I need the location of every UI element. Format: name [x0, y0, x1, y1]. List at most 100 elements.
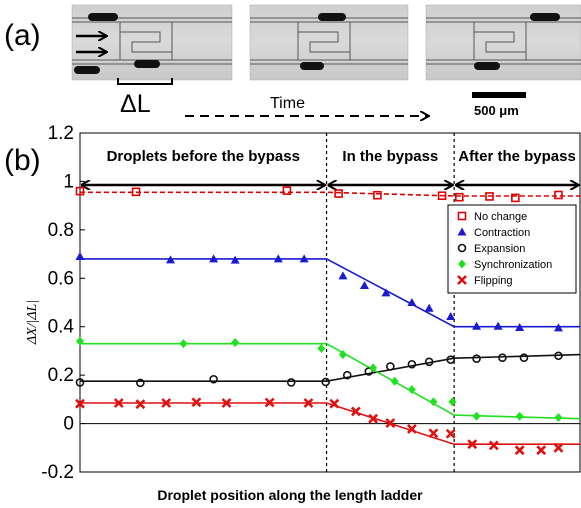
- data-point: [350, 406, 361, 417]
- micrograph-1: [71, 4, 233, 81]
- data-point: [76, 336, 84, 346]
- data-point: [264, 397, 275, 408]
- y-tick-label: 1.2: [48, 123, 74, 144]
- data-point: [386, 362, 395, 371]
- chart-axes: 1.2 1 0.8 0.6 0.4 0.2 0 -0.2: [41, 123, 581, 483]
- data-point: [493, 321, 503, 330]
- time-label: Time: [270, 95, 305, 112]
- data-point: [381, 288, 391, 297]
- data-point: [424, 303, 434, 312]
- data-point: [407, 359, 417, 369]
- y-axis-label: ΔX/|ΔL|: [25, 300, 40, 345]
- region-label: Droplets before the bypass: [107, 148, 300, 165]
- y-tick-label: 0.6: [48, 268, 74, 289]
- data-point: [390, 376, 399, 386]
- series-line: [80, 258, 580, 328]
- data-point: [385, 418, 396, 429]
- panel-b-label: (b): [4, 144, 41, 177]
- legend-entry: Expansion: [474, 243, 525, 255]
- data-point: [161, 398, 172, 408]
- legend-marker: [458, 259, 466, 269]
- data-point: [448, 397, 457, 407]
- data-point: [191, 397, 202, 408]
- data-point: [445, 428, 456, 439]
- legend-marker: [457, 211, 467, 221]
- legend-entry: No change: [474, 211, 527, 223]
- data-point: [342, 370, 352, 380]
- micrograph-3: [425, 4, 581, 81]
- data-point: [286, 378, 296, 387]
- data-point: [536, 445, 547, 456]
- y-tick-label: 0.2: [48, 365, 74, 386]
- data-point: [406, 423, 417, 434]
- data-point: [317, 344, 326, 354]
- micrograph-2: [249, 4, 409, 81]
- legend-entry: Synchronization: [474, 259, 552, 271]
- region-dividers: Droplets before the bypass In the bypass A…: [82, 133, 578, 472]
- data-point: [455, 192, 464, 202]
- data-point: [75, 186, 85, 196]
- data-point: [467, 439, 478, 450]
- data-point: [338, 271, 348, 280]
- data-point: [368, 413, 379, 424]
- y-tick-label: 0: [63, 414, 74, 435]
- data-point: [553, 442, 564, 453]
- data-point: [519, 353, 529, 363]
- y-tick-label: 0.8: [48, 220, 74, 241]
- y-tick-label: 0.4: [48, 317, 75, 338]
- data-point: [75, 398, 85, 409]
- data-point: [299, 254, 309, 263]
- data-point: [321, 377, 330, 387]
- data-point: [428, 428, 439, 439]
- y-tick-label: 1: [63, 171, 74, 192]
- data-point: [472, 411, 481, 421]
- series-line: [80, 191, 580, 197]
- data-point: [221, 398, 232, 408]
- data-point: [424, 357, 434, 367]
- data-point: [498, 353, 507, 363]
- data-point: [437, 191, 447, 201]
- data-point: [511, 193, 520, 203]
- data-point: [303, 398, 314, 408]
- data-point: [359, 281, 369, 290]
- data-point: [373, 190, 382, 200]
- data-point: [179, 339, 188, 349]
- scale-bar: [472, 92, 526, 98]
- data-point: [554, 190, 563, 200]
- plot-frame: [79, 132, 581, 473]
- data-point: [472, 354, 481, 363]
- data-point: [485, 192, 494, 201]
- delta-l-bracket: [117, 78, 173, 85]
- data-point: [135, 399, 146, 410]
- data-point: [329, 398, 340, 409]
- y-tick-label: -0.2: [41, 462, 74, 483]
- data-point: [209, 254, 219, 263]
- data-point: [369, 363, 378, 373]
- data-point: [334, 189, 343, 198]
- data-point: [407, 385, 416, 395]
- data-point: [446, 355, 455, 364]
- data-point: [273, 254, 283, 263]
- data-point: [338, 350, 347, 360]
- data-point: [488, 440, 499, 451]
- panel-a-label: (a): [4, 19, 41, 52]
- data-point: [75, 378, 85, 387]
- data-point: [554, 351, 563, 361]
- legend-marker: [457, 227, 467, 236]
- data-point: [166, 255, 176, 264]
- scale-bar-label: 500 μm: [474, 103, 519, 118]
- data-point: [515, 322, 525, 331]
- data-point: [515, 411, 524, 421]
- legend-entry: Flipping: [474, 275, 513, 287]
- data-point: [553, 323, 563, 332]
- data-point: [113, 398, 124, 408]
- data-point: [446, 312, 456, 321]
- delta-l-label: ΔL: [120, 90, 151, 118]
- data-point: [230, 255, 240, 264]
- legend-marker: [457, 275, 467, 285]
- legend: No change Contraction Expansion Synchroniza…: [447, 204, 577, 294]
- series-points: [75, 186, 564, 456]
- data-point: [75, 251, 85, 260]
- data-point: [514, 445, 525, 456]
